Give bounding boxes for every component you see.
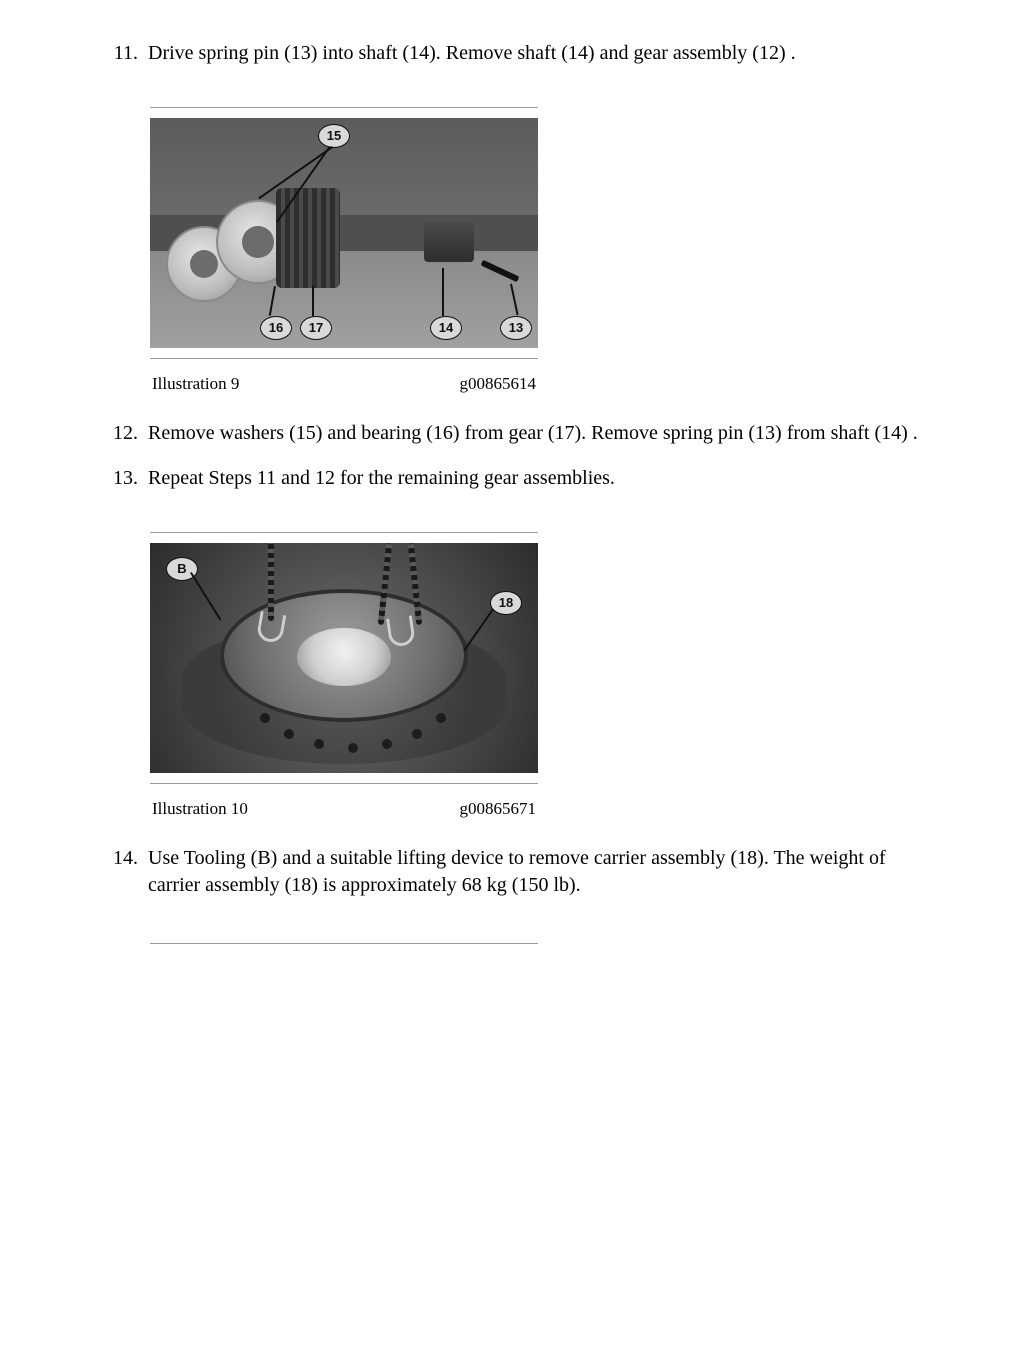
step-13: 13. Repeat Steps 11 and 12 for the remai… <box>96 465 928 492</box>
step-13-text: Repeat Steps 11 and 12 for the remaining… <box>148 465 928 492</box>
figure-9-callout-16: 16 <box>260 316 292 340</box>
figure-10: B 18 Illustration 10 g00865671 <box>150 532 538 821</box>
procedure-list: 11. Drive spring pin (13) into shaft (14… <box>96 40 928 944</box>
figure-10-image: B 18 <box>150 543 538 773</box>
figure-9-caption: Illustration 9 g00865614 <box>150 373 538 396</box>
step-11-number: 11. <box>96 40 148 67</box>
step-14-number: 14. <box>96 845 148 872</box>
figure-9-callout-15: 15 <box>318 124 350 148</box>
step-12-number: 12. <box>96 420 148 447</box>
step-11-text: Drive spring pin (13) into shaft (14). R… <box>148 40 928 67</box>
figure-9-bottom-rule <box>150 358 538 359</box>
page: 11. Drive spring pin (13) into shaft (14… <box>0 0 1024 1351</box>
figure-9-callout-14: 14 <box>430 316 462 340</box>
figure-9-caption-left: Illustration 9 <box>152 373 239 396</box>
figure-10-caption-right: g00865671 <box>460 798 537 821</box>
figure-10-callout-18: 18 <box>490 591 522 615</box>
figure-9-callout-13: 13 <box>500 316 532 340</box>
figure-9-caption-right: g00865614 <box>460 373 537 396</box>
step-11: 11. Drive spring pin (13) into shaft (14… <box>96 40 928 67</box>
step-12-text: Remove washers (15) and bearing (16) fro… <box>148 420 928 447</box>
figure-9: 15 16 17 14 13 Illustration 9 <box>150 107 538 396</box>
figure-9-image: 15 16 17 14 13 <box>150 118 538 348</box>
figure-10-bottom-rule <box>150 783 538 784</box>
figure-10-top-rule <box>150 532 538 533</box>
figure-9-top-rule <box>150 107 538 108</box>
step-14: 14. Use Tooling (B) and a suitable lifti… <box>96 845 928 899</box>
step-13-number: 13. <box>96 465 148 492</box>
trailing-figure-rule <box>150 943 538 944</box>
step-14-text: Use Tooling (B) and a suitable lifting d… <box>148 845 928 899</box>
step-12: 12. Remove washers (15) and bearing (16)… <box>96 420 928 447</box>
figure-10-caption-left: Illustration 10 <box>152 798 248 821</box>
figure-9-callout-17: 17 <box>300 316 332 340</box>
figure-10-caption: Illustration 10 g00865671 <box>150 798 538 821</box>
